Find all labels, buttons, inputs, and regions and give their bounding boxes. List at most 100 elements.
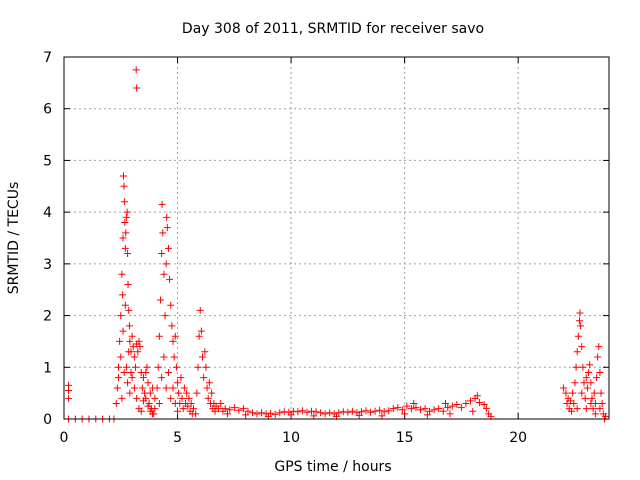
data-point [578,343,586,351]
data-point [321,410,329,418]
data-point [120,198,128,206]
data-point [146,389,154,397]
data-point [119,291,127,299]
data-point [578,389,586,397]
data-point [124,250,132,258]
data-point [577,322,585,330]
data-point [113,384,121,392]
data-point [128,332,136,340]
data-point [587,379,595,387]
data-point [162,260,170,268]
data-point [423,411,431,419]
data-point [130,353,138,361]
data-point [169,337,177,345]
data-point [177,374,185,382]
data-point [112,399,120,407]
x-tick-label: 15 [396,430,414,446]
data-point [122,213,130,221]
data-point [573,348,581,356]
data-point [439,407,447,415]
data-point [230,404,238,412]
data-point [134,348,142,356]
x-tick-label: 20 [509,430,527,446]
x-tick-label: 0 [60,430,69,446]
data-point [572,363,580,371]
data-point [144,402,152,410]
data-point [158,200,166,208]
data-point [412,404,420,412]
data-point [294,408,302,416]
data-point [117,312,125,320]
data-point [199,353,207,361]
data-point [189,405,197,413]
data-point [242,411,250,419]
data-point [430,406,438,414]
data-point [576,309,584,317]
data-point [378,412,386,420]
data-point [585,368,593,376]
data-point [171,399,179,407]
data-point [588,394,596,402]
data-point [208,389,216,397]
data-point [371,407,379,415]
data-point [466,397,474,405]
data-point [158,374,166,382]
data-point [221,405,229,413]
data-point [154,363,162,371]
data-point [326,409,334,417]
data-point [162,384,170,392]
data-point [446,410,454,418]
data-point [133,84,141,92]
y-tick-label: 2 [43,309,52,325]
data-point [582,374,590,382]
data-point [166,275,174,283]
data-point [139,374,147,382]
data-point [595,343,603,351]
data-point [115,363,122,371]
data-point [127,368,135,376]
data-point [205,379,213,387]
data-point [444,404,452,412]
data-point [362,407,370,415]
data-point [308,407,316,415]
data-point [151,405,159,413]
y-tick-label: 5 [43,153,52,169]
data-point [389,405,397,413]
data-point [125,322,133,330]
data-point [125,348,133,356]
data-point [235,406,243,414]
data-point [239,405,247,413]
data-point [317,409,325,417]
data-point [401,410,409,418]
data-point [480,401,488,409]
data-point [136,343,144,351]
data-point [280,408,288,416]
data-point [160,270,168,278]
data-point [192,410,200,418]
data-point [303,408,311,416]
y-tick-label: 1 [43,360,52,376]
data-point [122,229,130,237]
data-point [158,250,166,258]
data-point [298,407,306,415]
data-point [171,332,179,340]
data-point [187,399,195,407]
data-point [253,410,261,418]
data-point [573,405,581,413]
data-point [204,394,212,402]
data-point [355,411,363,419]
data-point [139,397,147,405]
data-point [271,410,279,418]
data-point [590,389,598,397]
data-point [161,312,169,320]
data-point [462,399,470,407]
data-point [124,379,132,387]
data-point [163,213,171,221]
y-axis-label: SRMTID / TECUs [6,182,22,295]
data-point [167,301,175,309]
plot-frame [63,56,610,420]
data-point [137,407,145,415]
data-point [172,363,180,371]
data-point [174,407,182,415]
